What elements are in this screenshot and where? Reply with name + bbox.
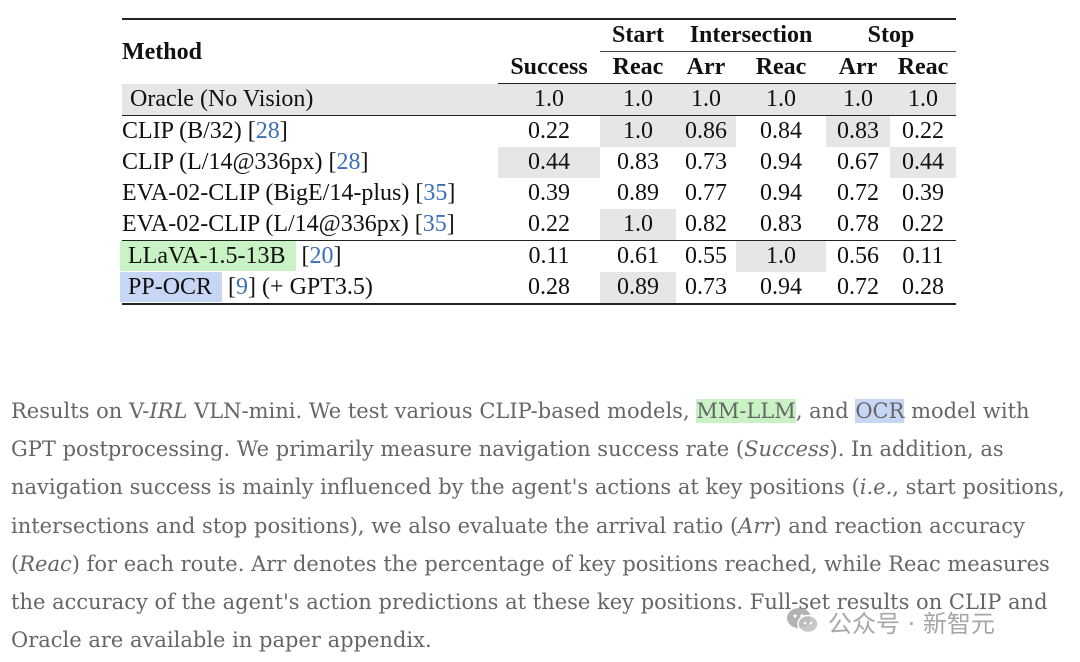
cell-stop-arr: 0.72	[826, 272, 891, 305]
cell-stop-reac: 0.39	[902, 180, 945, 206]
header-stop-reac: Reac	[890, 52, 957, 84]
results-table-container: Method Start Intersection Stop Success R…	[120, 18, 957, 305]
header-stop-arr: Arr	[826, 52, 891, 84]
cell-success: 0.22	[498, 209, 600, 241]
cell-start-reac: 1.0	[600, 84, 676, 116]
table-row-llava: LLaVA-1.5-13B [20] 0.11 0.61 0.55 1.0 0.…	[120, 241, 956, 272]
cell-intersection-arr: 1.0	[676, 84, 736, 116]
cell-intersection-arr: 0.73	[685, 149, 727, 175]
header-success: Success	[498, 52, 600, 84]
ocr-tag: PP-OCR	[120, 272, 223, 302]
header-method: Method	[122, 18, 498, 84]
cell-stop-reac: 1.0	[890, 84, 957, 116]
citation-link[interactable]: 20	[309, 243, 334, 269]
cell-success: 1.0	[498, 84, 600, 116]
cell-intersection-reac: 0.83	[736, 209, 827, 241]
cell-intersection-arr: 0.86	[676, 116, 736, 147]
header-start-reac: Reac	[600, 52, 676, 84]
citation-link[interactable]: 28	[336, 149, 361, 175]
cell-intersection-arr: 0.73	[676, 272, 736, 305]
cell-intersection-reac: 0.84	[760, 118, 802, 144]
cell-intersection-reac: 1.0	[736, 84, 827, 116]
cell-success: 0.39	[528, 180, 570, 206]
mm-llm-highlight: MM-LLM	[696, 399, 796, 423]
cell-intersection-reac: 0.94	[760, 180, 802, 206]
ocr-highlight: OCR	[855, 399, 905, 423]
cell-start-reac: 0.89	[600, 272, 676, 305]
cell-success: 0.44	[498, 147, 600, 178]
cell-stop-reac: 0.28	[890, 272, 957, 305]
table-caption: Results on V-IRL VLN-mini. We test vario…	[11, 399, 1065, 653]
row-suffix: (+ GPT3.5)	[262, 274, 373, 300]
cell-intersection-reac: 0.94	[736, 272, 827, 305]
header-row-groups: Method Start Intersection Stop	[122, 18, 957, 65]
cell-intersection-arr: 0.82	[676, 209, 736, 241]
cell-stop-arr: 0.67	[837, 149, 880, 175]
cell-success: 0.11	[528, 243, 570, 269]
row-name: LLaVA-1.5-13B [20]	[120, 241, 498, 272]
cell-intersection-arr: 0.77	[685, 180, 727, 206]
cell-stop-reac: 0.44	[890, 147, 957, 178]
header-intersection-arr: Arr	[676, 52, 736, 84]
cell-stop-reac: 0.22	[890, 209, 957, 241]
citation-link[interactable]: 9	[236, 274, 249, 300]
table-row-eva-bige: EVA-02-CLIP (BigE/14-plus) [35] 0.39 0.8…	[122, 178, 956, 209]
table-row-clip-b32: CLIP (B/32) [28] 0.22 1.0 0.86 0.84 0.83…	[122, 116, 956, 147]
table-row-clip-l14: CLIP (L/14@336px) [28] 0.44 0.83 0.73 0.…	[122, 147, 957, 178]
cell-success: 0.22	[528, 118, 570, 144]
results-table: Method Start Intersection Stop Success R…	[120, 18, 957, 305]
row-name: CLIP (L/14@336px) [28]	[122, 149, 369, 175]
cell-stop-reac: 0.11	[902, 243, 944, 269]
header-group-start: Start	[600, 18, 676, 52]
row-name: CLIP (B/32) [28]	[122, 118, 288, 144]
cell-stop-arr: 0.56	[837, 243, 880, 269]
cell-start-reac: 1.0	[600, 209, 676, 241]
cell-stop-arr: 1.0	[826, 84, 891, 116]
mm-llm-tag: LLaVA-1.5-13B	[120, 241, 296, 271]
header-group-intersection: Intersection	[676, 18, 827, 52]
header-row-metrics: Success Reac Arr Reac Arr Reac	[122, 52, 957, 84]
citation-link[interactable]: 28	[255, 118, 280, 144]
cell-stop-reac: 0.22	[902, 118, 945, 144]
cell-stop-arr: 0.83	[826, 116, 891, 147]
row-name: PP-OCR [9] (+ GPT3.5)	[120, 272, 498, 305]
cell-start-reac: 0.83	[617, 149, 659, 175]
wechat-icon	[787, 608, 819, 634]
cell-success: 0.28	[498, 272, 600, 305]
row-name: Oracle (No Vision)	[122, 84, 498, 116]
watermark-text: 公众号 · 新智元	[828, 609, 995, 638]
cell-stop-arr: 0.72	[837, 180, 880, 206]
header-group-stop: Stop	[826, 18, 957, 52]
cell-intersection-reac: 1.0	[736, 241, 827, 272]
cell-intersection-reac: 0.94	[760, 149, 802, 175]
cell-start-reac: 1.0	[600, 116, 676, 147]
cell-start-reac: 0.61	[617, 243, 659, 269]
cell-stop-arr: 0.78	[826, 209, 891, 241]
citation-link[interactable]: 35	[423, 180, 448, 206]
watermark: 公众号 · 新智元	[786, 603, 995, 639]
table-row-eva-l14: EVA-02-CLIP (L/14@336px) [35] 0.22 1.0 0…	[122, 209, 957, 241]
citation-link[interactable]: 35	[422, 211, 447, 237]
table-row-ppocr: PP-OCR [9] (+ GPT3.5) 0.28 0.89 0.73 0.9…	[120, 272, 957, 305]
row-name: EVA-02-CLIP (L/14@336px) [35]	[122, 209, 498, 241]
table-row-oracle: Oracle (No Vision) 1.0 1.0 1.0 1.0 1.0 1…	[122, 84, 957, 116]
row-name: EVA-02-CLIP (BigE/14-plus) [35]	[122, 180, 456, 206]
header-intersection-reac: Reac	[736, 52, 827, 84]
header-blank	[498, 18, 600, 52]
cell-start-reac: 0.89	[617, 180, 659, 206]
cell-intersection-arr: 0.55	[685, 243, 727, 269]
